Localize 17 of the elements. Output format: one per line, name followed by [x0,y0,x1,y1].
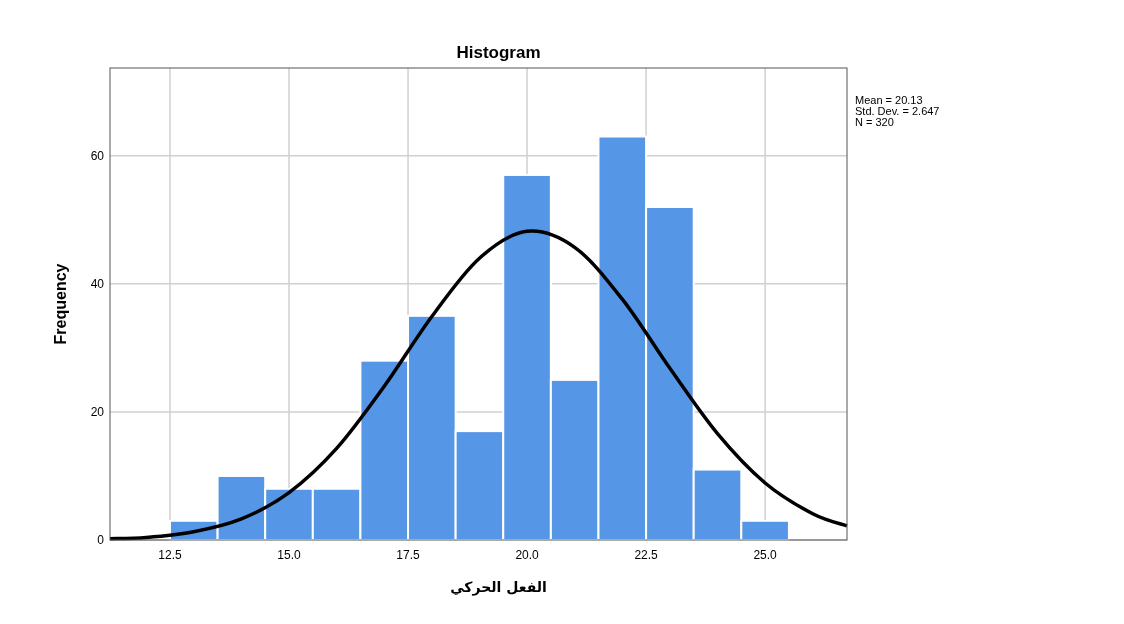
line-series [108,229,849,541]
x-tick-label: 25.0 [753,548,778,562]
text: N = 320 [855,116,894,128]
y-tick-label: 60 [90,148,105,163]
text: Mean = 20.13 [855,94,923,106]
x-axis-title: الفعل الحركي [450,579,547,596]
x-tick-label: 22.5 [634,548,659,562]
y-tick-label: 40 [90,276,105,291]
y-tick-label: 20 [90,404,105,419]
y-axis-title: Frequency [52,263,69,345]
x-tick-label: 15.0 [277,548,302,562]
x-tick-label: 12.5 [158,548,182,562]
x-tick-label: 17.5 [396,548,421,562]
chart-title: Histogram [456,43,541,62]
y-tick-label: 0 [97,533,105,547]
text: Std. Dev. = 2.647 [855,105,940,117]
x-tick-label: 20.0 [515,548,540,562]
